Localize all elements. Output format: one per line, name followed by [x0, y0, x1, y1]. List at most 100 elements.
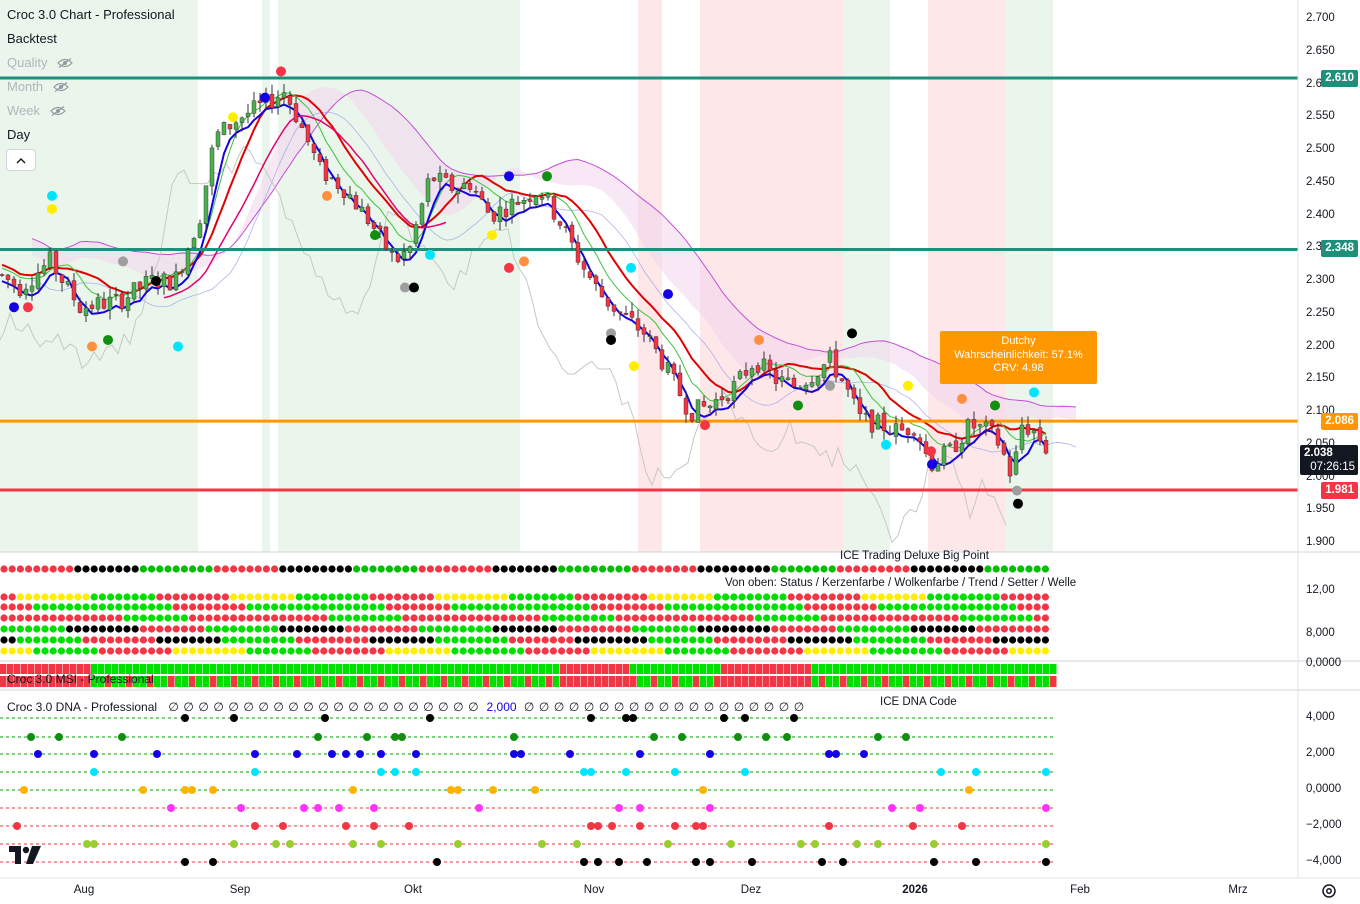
signal-marker-dot — [957, 393, 967, 404]
signal-marker-dot — [47, 203, 57, 214]
ichimoku-cloud — [32, 87, 1076, 428]
ice-dot — [656, 647, 664, 655]
ice-dot — [804, 636, 812, 644]
ice-dot — [738, 614, 746, 622]
tradingview-logo-icon[interactable] — [9, 846, 41, 864]
ice-dot — [943, 593, 951, 601]
msi-bar-upper — [168, 664, 175, 674]
msi-bar-lower — [1029, 676, 1036, 687]
msi-bar-lower — [777, 676, 784, 687]
candle-body — [329, 177, 335, 179]
msi-bar-upper — [189, 664, 196, 674]
ice-dot — [615, 647, 623, 655]
msi-bar-lower — [833, 676, 840, 687]
ice-dot — [902, 625, 910, 633]
ice-dot — [361, 647, 369, 655]
ice-dot — [57, 647, 65, 655]
ice-dot — [213, 636, 221, 644]
dna-dot — [874, 733, 882, 741]
eye-off-icon[interactable] — [57, 58, 73, 68]
candle-body — [431, 177, 437, 181]
msi-bar-upper — [749, 664, 756, 674]
ice-dot — [74, 565, 82, 573]
msi-bar-lower — [1043, 676, 1050, 687]
candle-body — [419, 203, 425, 225]
ice-dot — [730, 614, 738, 622]
tooltip-probability: Wahrscheinlichkeit: 57.1% — [954, 348, 1083, 361]
ice-dot — [828, 636, 836, 644]
ice-dot — [853, 625, 861, 633]
ice-dot — [451, 647, 459, 655]
ice-dot — [541, 636, 549, 644]
ice-dot — [910, 647, 918, 655]
msi-bar-upper — [357, 664, 364, 674]
legend-item-backtest[interactable]: Backtest — [7, 31, 57, 46]
msi-bar-lower — [63, 676, 70, 687]
ice-dot — [230, 593, 238, 601]
ice-dot — [426, 625, 434, 633]
candle-body — [731, 381, 737, 402]
msi-bar-upper — [966, 664, 973, 674]
msi-bar-lower — [357, 676, 364, 687]
ice-dot — [459, 593, 467, 601]
dna-pane-legend[interactable]: Croc 3.0 DNA - Professional ∅ ∅ ∅ ∅ ∅ ∅ … — [7, 700, 805, 714]
msi-bar-lower — [763, 676, 770, 687]
ice-dot — [238, 603, 246, 611]
ice-dot — [951, 614, 959, 622]
ice-dot — [705, 625, 713, 633]
dna-dot — [398, 733, 406, 741]
ice-dot — [49, 647, 57, 655]
senkou-span-line — [31, 89, 1077, 408]
ice-dot — [992, 565, 1000, 573]
candle-body — [437, 172, 443, 182]
ice-dot — [746, 647, 754, 655]
ice-dot — [377, 593, 385, 601]
candle-body — [287, 95, 293, 105]
ice-dot — [927, 603, 935, 611]
ice-dot — [918, 636, 927, 644]
legend-item-quality[interactable]: Quality — [7, 54, 127, 78]
ice-dot — [640, 647, 648, 655]
ice-dot — [927, 614, 935, 622]
msi-bar-upper — [763, 664, 770, 674]
msi-bar-upper — [567, 664, 574, 674]
dna-dot — [412, 768, 420, 776]
ice-dot — [426, 647, 434, 655]
ice-dot — [574, 647, 582, 655]
ice-dot — [886, 647, 894, 655]
ice-dot — [754, 647, 763, 655]
msi-bar-upper — [553, 664, 560, 674]
ice-dot — [664, 614, 672, 622]
settings-gear-icon[interactable] — [1320, 882, 1338, 900]
ice-dot — [992, 647, 1000, 655]
msi-pane-title[interactable]: Croc 3.0 MSI - Professional — [7, 672, 154, 686]
ice-dot — [344, 636, 352, 644]
ice-dot — [935, 625, 943, 633]
ice-dot — [935, 614, 943, 622]
eye-off-icon[interactable] — [52, 82, 69, 92]
ice-dot — [541, 593, 549, 601]
ice-dot — [697, 625, 705, 633]
candle-body — [425, 178, 431, 202]
msi-bar-lower — [1022, 676, 1029, 687]
collapse-legend-button[interactable] — [6, 149, 36, 171]
candle-body — [809, 382, 815, 387]
ice-dot — [549, 565, 558, 573]
ice-dot — [303, 603, 311, 611]
ice-dot — [779, 636, 787, 644]
candles[interactable] — [0, 84, 1049, 483]
candle-body — [29, 285, 35, 292]
ice-dot — [771, 647, 779, 655]
eye-off-icon[interactable] — [49, 106, 66, 116]
signal-marker-dot — [504, 262, 514, 273]
candle-body — [341, 189, 347, 198]
ice-dot — [533, 647, 541, 655]
legend-item-month[interactable]: Month — [7, 78, 127, 102]
legend-item-day[interactable]: Day — [7, 127, 31, 142]
legend-item-week[interactable]: Week — [7, 102, 127, 126]
ice-dot — [262, 593, 270, 601]
ice-dot — [1009, 614, 1017, 622]
ice-dot — [795, 593, 804, 601]
ice-dot — [90, 603, 98, 611]
